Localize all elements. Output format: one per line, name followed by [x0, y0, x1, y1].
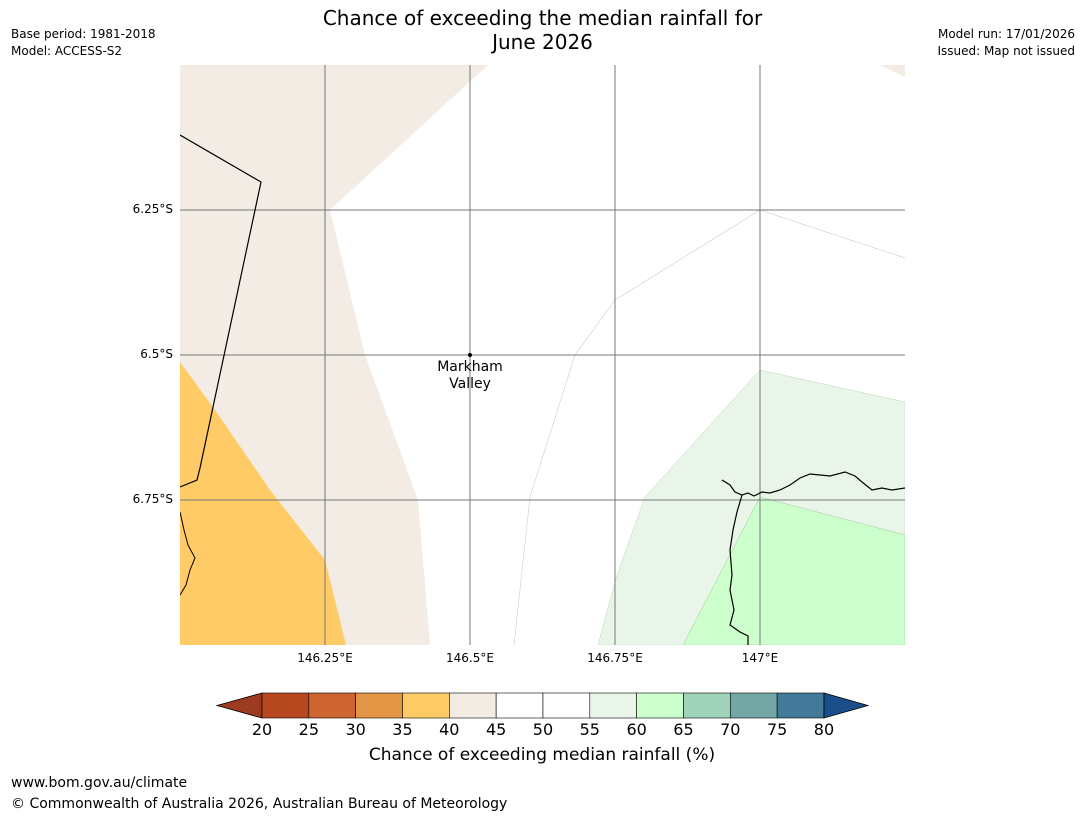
page-title: Chance of exceeding the median rainfall …: [0, 6, 1085, 54]
issued-status: Issued: Map not issued: [937, 44, 1075, 58]
lon-label-4: 147°E: [741, 651, 779, 665]
footer: www.bom.gov.au/climate © Commonwealth of…: [11, 773, 507, 815]
town-name-line-1: Markham: [437, 359, 503, 375]
region-35-40: [180, 362, 346, 645]
colorbar-tick-60: 60: [626, 720, 647, 739]
colorbar-tick-25: 25: [298, 720, 319, 739]
colorbar-tick-20: 20: [251, 720, 273, 739]
lon-label-1: 146.25°E: [297, 651, 353, 665]
colorbar-tick-50: 50: [532, 720, 554, 739]
lat-label-2: 6.5°S: [140, 347, 173, 361]
footer-copyright: © Commonwealth of Australia 2026, Austra…: [11, 796, 508, 812]
model-name: Model: ACCESS-S2: [11, 44, 123, 58]
colorbar-tick-40: 40: [439, 720, 460, 739]
town-name-line-2: Valley: [449, 376, 491, 392]
footer-url[interactable]: www.bom.gov.au/climate: [11, 775, 188, 791]
colorbar-tick-30: 30: [345, 720, 366, 739]
town-marker: [468, 353, 472, 357]
town-label: Markham Valley: [410, 359, 530, 393]
colorbar-tick-80: 80: [813, 720, 835, 739]
lon-label-2: 146.5°E: [446, 651, 494, 665]
region-60-65: [682, 496, 905, 645]
lat-label-3: 6.75°S: [132, 492, 173, 506]
region-40-45-corner: [880, 65, 905, 77]
graticule: [180, 65, 905, 645]
title-line-2: June 2026: [492, 30, 593, 54]
colorbar-tick-45: 45: [485, 720, 507, 739]
base-period: Base period: 1981-2018: [11, 27, 156, 41]
colorbar-tick-65: 65: [673, 720, 694, 739]
colorbar-tick-70: 70: [720, 720, 741, 739]
border-line: [180, 134, 262, 488]
lat-label-1: 6.25°S: [132, 202, 173, 216]
model-run: Model run: 17/01/2026: [937, 27, 1075, 41]
header-left: Base period: 1981-2018 Model: ACCESS-S2: [11, 26, 156, 60]
contour-50-55: [513, 209, 905, 645]
colorbar-tick-75: 75: [766, 720, 788, 739]
title-line-1: Chance of exceeding the median rainfall …: [322, 6, 763, 30]
coastline-left: [180, 511, 196, 596]
rainfall-probability-layer: [180, 65, 905, 645]
colorbar-tick-55: 55: [579, 720, 600, 739]
lon-label-3: 146.75°E: [587, 651, 643, 665]
colorbar-tick-35: 35: [392, 720, 413, 739]
river-line: [721, 471, 905, 497]
header-right: Model run: 17/01/2026 Issued: Map not is…: [937, 26, 1075, 60]
coastline-right: [729, 494, 749, 645]
colorbar-label: Chance of exceeding median rainfall (%): [368, 745, 716, 765]
